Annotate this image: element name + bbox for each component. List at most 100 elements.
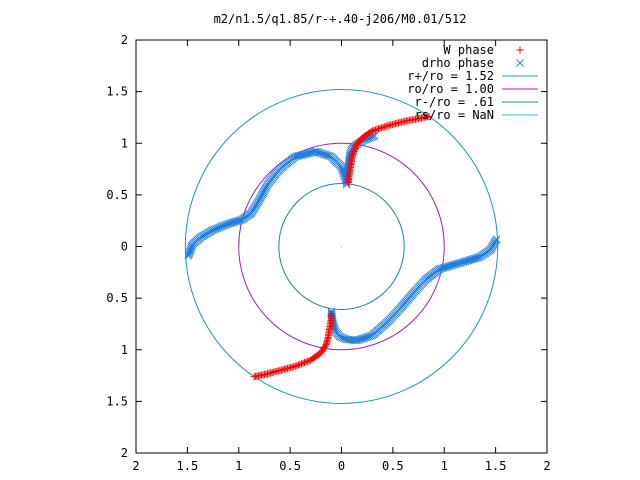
y-tick-label: 1.5 xyxy=(106,85,128,99)
drho-phase-point xyxy=(187,243,196,252)
drho-phase-point xyxy=(464,256,473,265)
w-phase-point xyxy=(425,112,433,120)
y-tick-label: 2 xyxy=(121,446,128,460)
drho-phase-point xyxy=(229,218,237,227)
x-tick-label: 2 xyxy=(132,459,139,473)
drho-phase-point xyxy=(310,148,319,156)
x-tick-label: 0.5 xyxy=(279,459,301,473)
w-phase-point xyxy=(250,373,258,381)
legend-label: ro/ro = 1.00 xyxy=(407,82,494,96)
drho-phase-point xyxy=(465,256,474,264)
y-tick-label: 0 xyxy=(121,240,128,254)
w-phase-point xyxy=(351,144,359,152)
drho-phase-point xyxy=(304,149,312,158)
plot-area xyxy=(184,89,501,404)
drho-phase-point xyxy=(233,217,242,225)
w-phase-point xyxy=(382,122,390,130)
w-phase-point xyxy=(374,125,382,133)
y-tick-label: 0.5 xyxy=(106,291,128,305)
y-tick-label: 1 xyxy=(121,136,128,150)
w-phase-point xyxy=(370,126,378,134)
drho-phase-point xyxy=(473,253,482,262)
w-phase-point xyxy=(297,360,305,368)
circle-series-1 xyxy=(238,142,445,351)
x-tick-label: 1.5 xyxy=(177,459,199,473)
drho-phase-point xyxy=(302,150,311,158)
drho-phase-point xyxy=(311,147,320,156)
legend-marker xyxy=(516,46,524,54)
drho-phase-point xyxy=(186,247,194,256)
drho-phase-point xyxy=(184,251,193,260)
y-tick-label: 0.5 xyxy=(106,188,128,202)
legend-label: r+/ro = 1.52 xyxy=(407,69,494,83)
drho-phase-point xyxy=(187,244,195,253)
drho-phase-point xyxy=(296,151,304,160)
axis-ticks: 2 1.5 1 0.5 0 0.5 1 1.5 221.510.500.511.52 xyxy=(106,33,550,473)
x-tick-label: 1 xyxy=(441,459,448,473)
circle-series-2 xyxy=(278,183,405,310)
chart-title: m2/n1.5/q1.85/r-+.40-j206/M0.01/512 xyxy=(214,12,467,26)
w-phase-point xyxy=(307,356,315,364)
w-phase-point xyxy=(299,359,307,367)
drho-phase-point xyxy=(435,265,443,274)
w-phase-point xyxy=(350,146,358,154)
drho-phase-point xyxy=(439,263,448,272)
w-phase-point xyxy=(379,123,387,131)
plot-frame xyxy=(135,39,548,454)
drho-phase-point xyxy=(445,262,454,270)
drho-phase-point xyxy=(185,249,194,257)
drho-phase-point xyxy=(294,152,303,160)
drho-phase-point xyxy=(492,235,501,244)
legend-label: drho phase xyxy=(422,56,494,70)
drho-phase-point xyxy=(308,148,317,157)
series-plus-points xyxy=(250,112,433,381)
drho-phase-point xyxy=(467,255,476,264)
x-tick-label: 0.5 xyxy=(382,459,404,473)
w-phase-point xyxy=(376,124,384,132)
w-phase-point xyxy=(296,360,304,368)
drho-phase-point xyxy=(299,150,308,159)
w-phase-point xyxy=(368,127,376,135)
origin-mark xyxy=(340,245,343,248)
drho-phase-point xyxy=(436,264,445,273)
legend-label: W phase xyxy=(443,43,494,57)
legend-marker xyxy=(516,59,524,67)
drho-phase-point xyxy=(186,246,195,254)
drho-phase-point xyxy=(468,255,477,263)
w-phase-point xyxy=(378,124,386,132)
drho-phase-point xyxy=(236,216,245,224)
drho-phase-point xyxy=(235,216,243,225)
x-tick-label: 0 xyxy=(338,459,345,473)
drho-phase-point xyxy=(341,334,350,343)
drho-phase-point xyxy=(444,262,452,271)
x-tick-label: 1 xyxy=(235,459,242,473)
drho-phase-point xyxy=(227,219,236,227)
drho-phase-point xyxy=(307,148,315,157)
x-tick-label: 1.5 xyxy=(485,459,507,473)
drho-phase-point xyxy=(185,250,193,259)
drho-phase-point xyxy=(230,218,239,226)
legend-label: rs/ro = NaN xyxy=(415,108,494,122)
w-phase-point xyxy=(371,126,379,134)
drho-phase-point xyxy=(300,150,309,159)
drho-phase-point xyxy=(351,336,360,345)
legend-label: r-/ro = .61 xyxy=(415,95,494,109)
drho-phase-point xyxy=(438,264,446,273)
drho-phase-point xyxy=(470,254,479,263)
y-tick-label: 2 xyxy=(121,33,128,47)
w-phase-point xyxy=(373,125,381,133)
drho-phase-point xyxy=(471,254,480,263)
w-phase-point xyxy=(350,148,358,156)
y-tick-label: 1 xyxy=(121,343,128,357)
series-cross-points xyxy=(184,132,501,345)
drho-phase-point xyxy=(305,149,314,157)
drho-phase-point xyxy=(297,151,306,159)
w-phase-point xyxy=(294,361,302,369)
drho-phase-point xyxy=(232,217,240,226)
x-tick-label: 2 xyxy=(543,459,550,473)
drho-phase-point xyxy=(237,215,246,224)
drho-phase-point xyxy=(463,257,471,265)
drho-phase-point xyxy=(441,263,449,272)
